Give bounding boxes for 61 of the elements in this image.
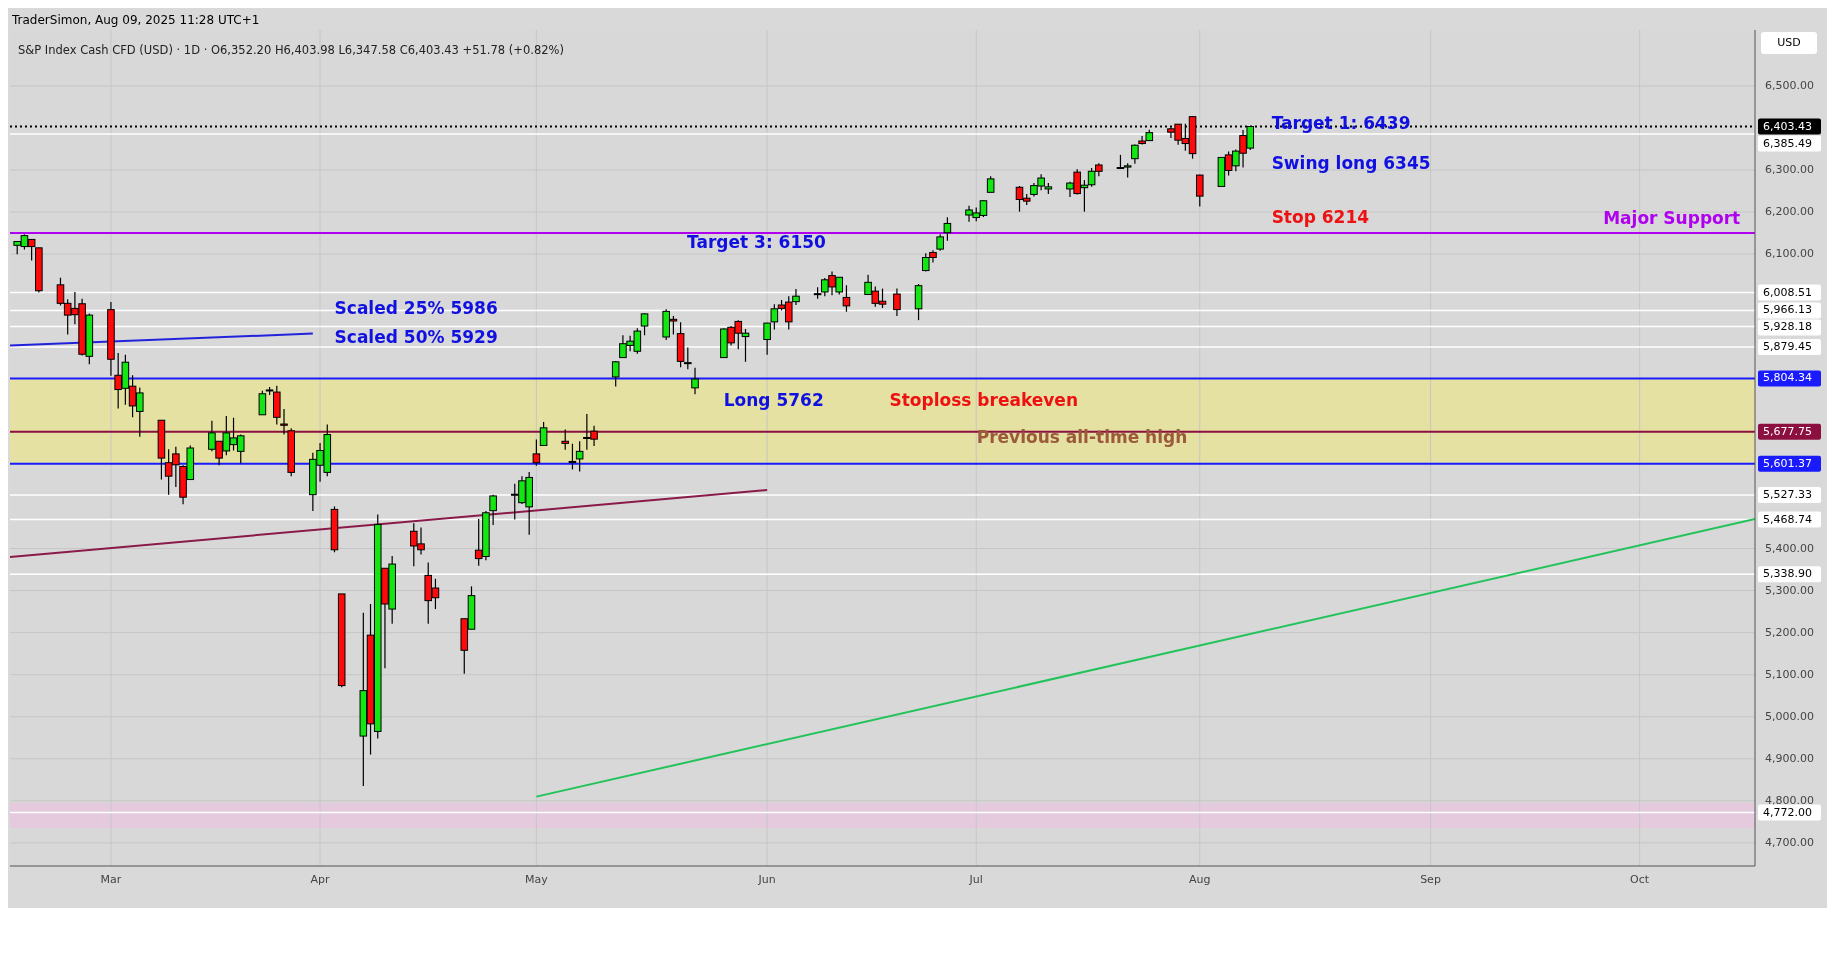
candlestick xyxy=(691,367,699,395)
candlestick xyxy=(1195,174,1204,208)
x-tick-label: May xyxy=(525,873,549,886)
y-tick-label: 4,900.00 xyxy=(1765,751,1814,765)
x-tick-label: Jun xyxy=(757,873,776,886)
candlestick xyxy=(561,428,570,451)
ref-line-label: 5,928.18 xyxy=(1763,320,1812,334)
candlestick xyxy=(943,216,952,242)
annotation: Major Support xyxy=(1603,207,1741,228)
y-tick-label: 6,300.00 xyxy=(1765,163,1814,177)
y-tick-label: 6,500.00 xyxy=(1765,78,1814,92)
y-tick-label: 5,000.00 xyxy=(1765,709,1814,723)
y-tick-label: 5,300.00 xyxy=(1765,583,1814,597)
ref-line-label: 6,385.49 xyxy=(1763,136,1812,150)
ref-line-label: 6,403.43 xyxy=(1763,119,1812,133)
ref-line-label: 5,468.74 xyxy=(1763,512,1812,526)
x-tick-label: Oct xyxy=(1630,873,1650,886)
candlestick xyxy=(568,443,577,471)
annotation: Stop 6214 xyxy=(1271,207,1370,228)
annotation: Long 5762 xyxy=(723,390,824,411)
annotation: Target 1: 6439 xyxy=(1271,112,1411,133)
ref-line-label: 5,966.13 xyxy=(1763,303,1812,317)
candlestick xyxy=(539,421,548,447)
y-tick-label: 5,200.00 xyxy=(1765,625,1814,639)
ref-line-label: 5,601.37 xyxy=(1763,456,1812,470)
ref-line-label: 5,879.45 xyxy=(1763,339,1812,353)
y-tick-label: 6,100.00 xyxy=(1765,247,1814,261)
y-tick-label: 6,200.00 xyxy=(1765,205,1814,219)
candlestick xyxy=(575,440,584,473)
y-axis-title: USD xyxy=(1777,36,1801,49)
annotation: Scaled 25% 5986 xyxy=(334,298,498,319)
ref-line-label: 5,677.75 xyxy=(1763,424,1812,438)
ref-line-label: 5,338.90 xyxy=(1763,567,1812,581)
candlestick xyxy=(914,283,923,321)
annotation: Target 3: 6150 xyxy=(687,232,827,253)
annotation: Previous all-time high xyxy=(976,426,1188,447)
annotation: Swing long 6345 xyxy=(1271,152,1431,173)
candlestick xyxy=(532,438,541,467)
annotation: Stoploss breakeven xyxy=(889,390,1079,411)
annotation: Scaled 50% 5929 xyxy=(334,327,498,348)
x-tick-label: Sep xyxy=(1420,873,1441,886)
ref-line-label: 4,772.00 xyxy=(1763,805,1812,819)
candlestick xyxy=(893,288,901,317)
candlestick xyxy=(611,360,620,388)
chart-subtitle: TraderSimon, Aug 09, 2025 11:28 UTC+1 xyxy=(11,12,260,27)
y-tick-label: 5,400.00 xyxy=(1765,541,1814,555)
ref-line-label: 6,008.51 xyxy=(1763,285,1812,299)
x-tick-label: Apr xyxy=(310,873,331,886)
x-tick-label: Mar xyxy=(100,873,122,886)
candlestick xyxy=(842,284,851,313)
y-tick-label: 5,100.00 xyxy=(1765,667,1814,681)
candlestick xyxy=(280,408,288,436)
y-tick-label: 4,700.00 xyxy=(1765,835,1814,849)
y-tick-label: 4,800.00 xyxy=(1765,793,1814,807)
candlestick xyxy=(258,390,267,416)
x-tick-label: Aug xyxy=(1189,873,1211,886)
text: S&P Index Cash CFD (USD) · 1D · O6,352.20 H6,403.98 L6,347.58 C6,403.43 +51.78 (+0.82%) xyxy=(18,42,564,57)
x-tick-label: Jul xyxy=(968,873,983,886)
candlestick xyxy=(640,312,649,336)
ref-line-label: 5,527.33 xyxy=(1763,487,1812,501)
ref-line-label: 5,804.34 xyxy=(1763,371,1812,385)
